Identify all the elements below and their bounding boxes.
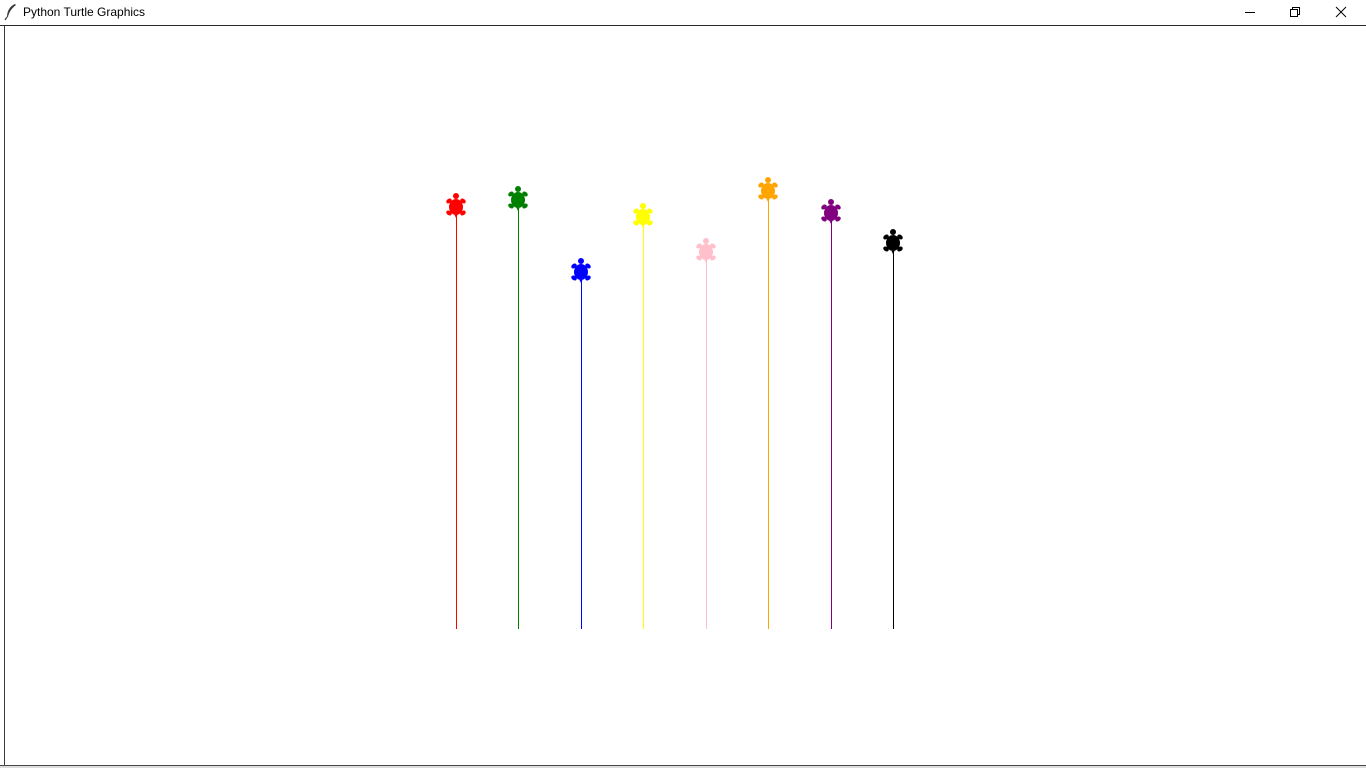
minimize-icon <box>1244 6 1256 18</box>
title-bar[interactable]: Python Turtle Graphics <box>0 0 1366 26</box>
turtle-icon-6 <box>757 177 778 202</box>
turtle-icon-7 <box>820 199 841 224</box>
turtle-icon-2 <box>507 186 528 211</box>
restore-button[interactable] <box>1272 0 1318 24</box>
minimize-button[interactable] <box>1227 0 1273 24</box>
close-button[interactable] <box>1318 0 1364 24</box>
restore-icon <box>1289 6 1301 18</box>
turtle-icon-4 <box>632 203 653 228</box>
turtle-icon-1 <box>445 193 466 218</box>
feather-icon <box>4 3 18 21</box>
turtle-icon-5 <box>695 238 716 263</box>
window-title: Python Turtle Graphics <box>23 5 145 19</box>
turtle-canvas <box>0 26 1366 765</box>
close-icon <box>1335 6 1347 18</box>
turtle-icon-8 <box>882 229 903 254</box>
turtle-icon-3 <box>570 258 591 283</box>
canvas-bottom-line <box>0 765 1366 766</box>
